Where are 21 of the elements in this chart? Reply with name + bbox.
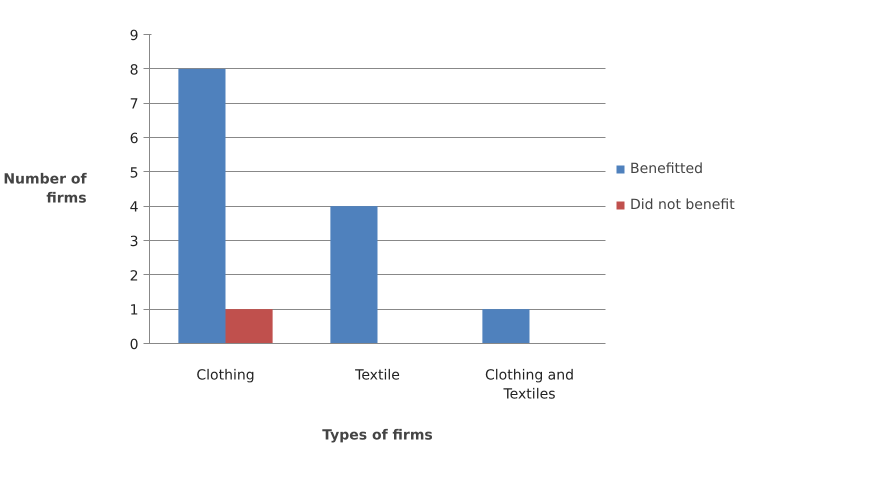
x-tick-label: Clothing and Textiles — [484, 368, 574, 403]
y-tick-label: 9 — [130, 28, 139, 44]
y-tick-label: 8 — [130, 62, 139, 78]
x-tick-label: Clothing — [196, 368, 255, 384]
bar — [330, 206, 378, 344]
y-tick-label: 1 — [130, 302, 139, 319]
bar — [226, 309, 273, 344]
y-tick-label: 4 — [130, 200, 139, 216]
bar — [482, 309, 530, 344]
y-tick-label: 0 — [130, 337, 139, 353]
y-tick-label: 7 — [130, 96, 139, 113]
x-axis-title: Types of firms — [322, 428, 433, 444]
x-tick-label: Textile — [354, 368, 400, 384]
y-axis-title: Number of firms — [3, 171, 88, 207]
y-tick-label: 3 — [130, 234, 139, 250]
bar — [178, 68, 226, 344]
legend-label: Benefitted — [630, 161, 704, 177]
legend-label: Did not benefit — [630, 197, 735, 213]
y-tick-label: 2 — [130, 268, 139, 284]
y-tick-label: 6 — [130, 131, 139, 147]
y-tick-label: 5 — [130, 165, 139, 182]
